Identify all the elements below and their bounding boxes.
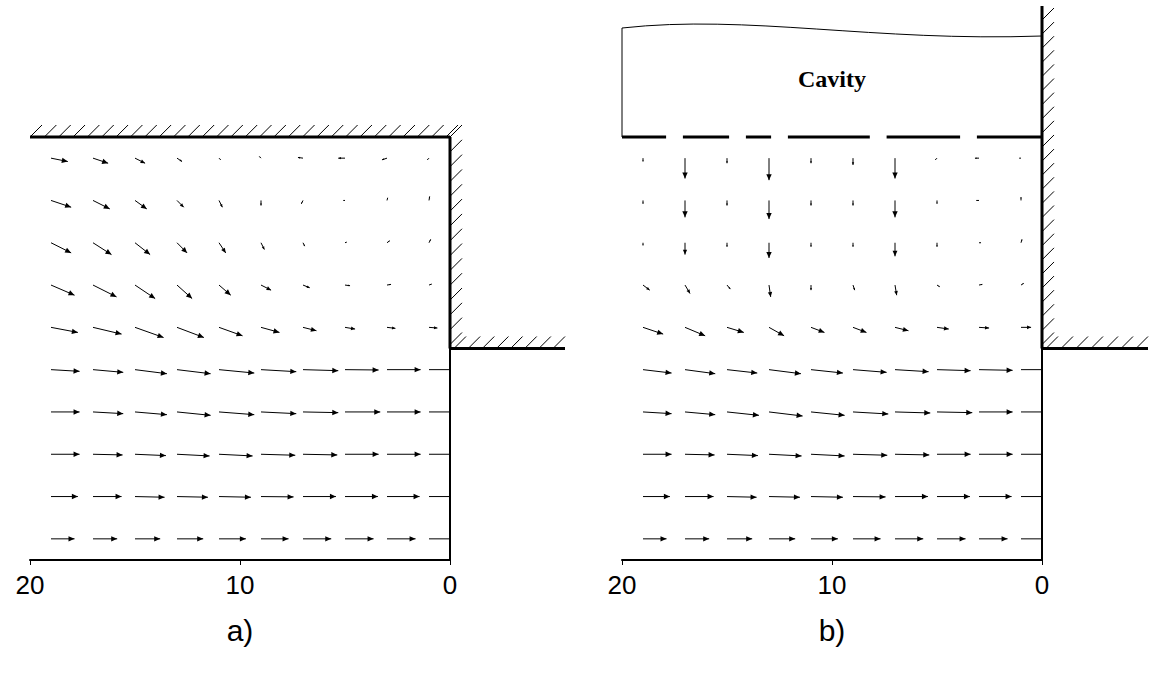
svg-text:20: 20 — [16, 570, 45, 600]
svg-text:0: 0 — [443, 570, 457, 600]
svg-text:10: 10 — [226, 570, 255, 600]
svg-text:b): b) — [819, 614, 846, 647]
svg-text:0: 0 — [1035, 570, 1049, 600]
svg-text:Cavity: Cavity — [798, 66, 866, 92]
svg-text:a): a) — [227, 614, 254, 647]
svg-text:20: 20 — [608, 570, 637, 600]
svg-text:10: 10 — [818, 570, 847, 600]
